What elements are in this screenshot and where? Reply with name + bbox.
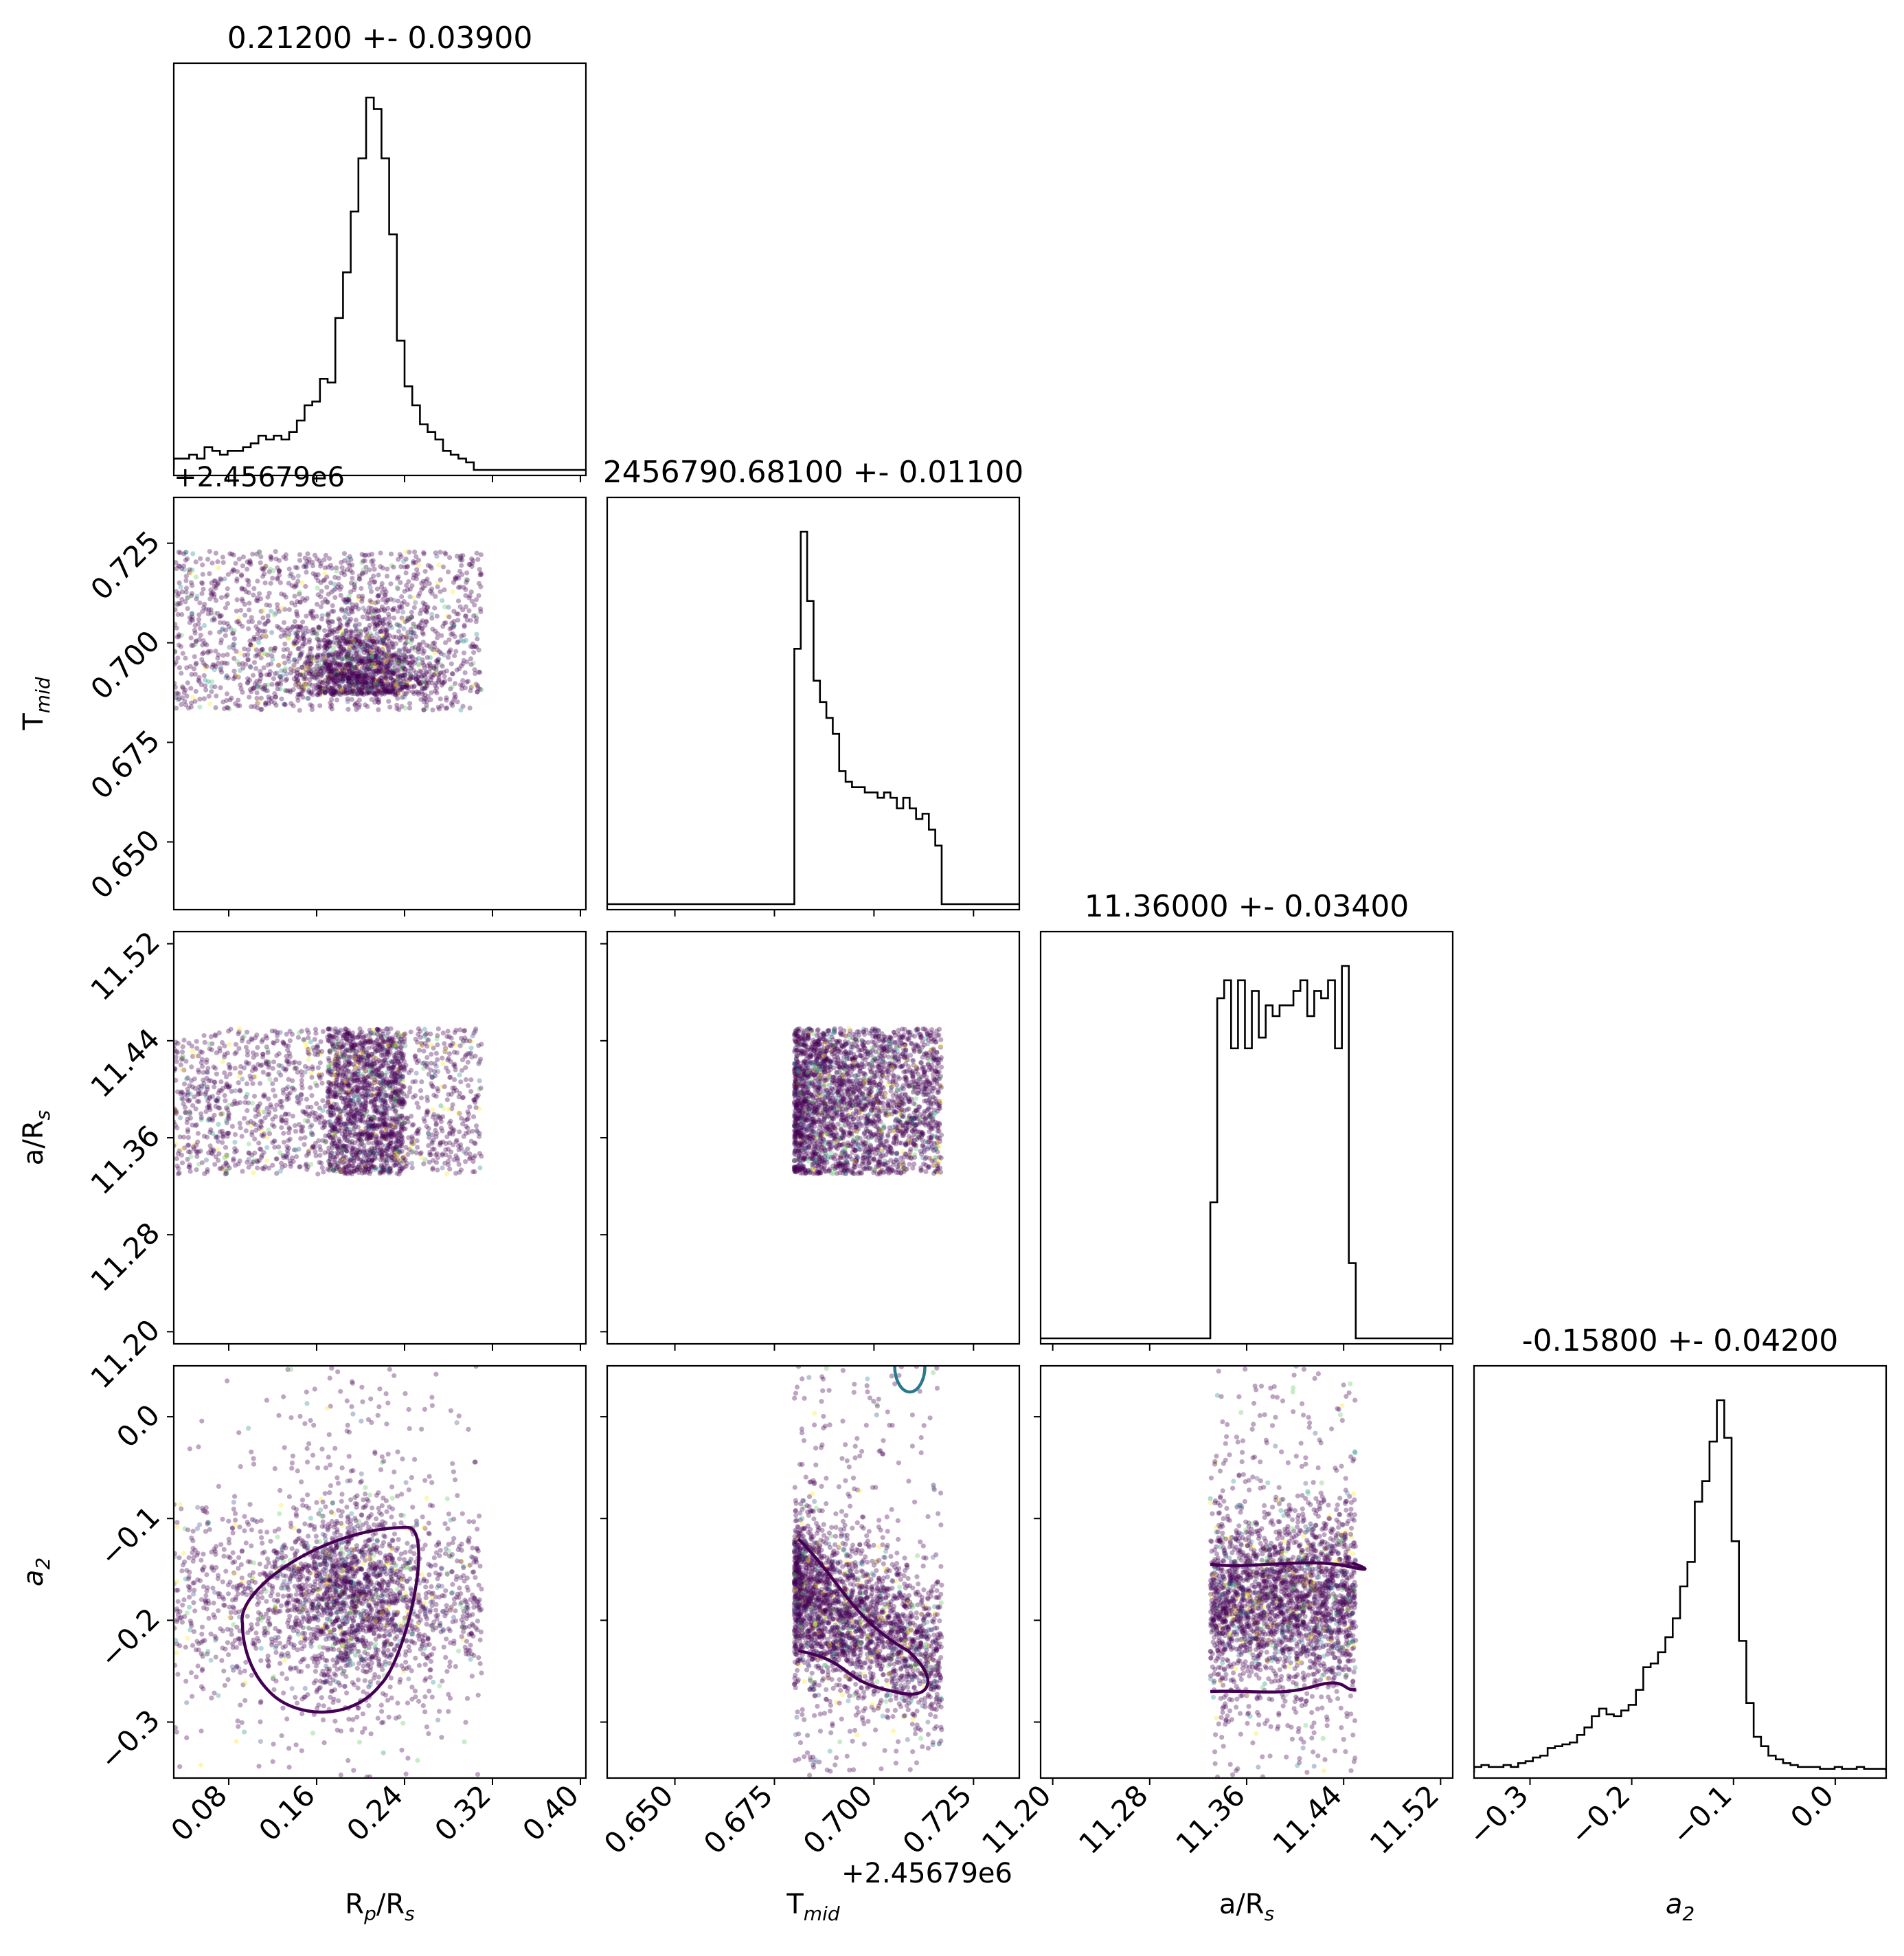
x-tick-label-ars: 11.52 xyxy=(1363,1778,1446,1861)
panel-frame xyxy=(1473,1364,1888,1779)
y-axis-label-ars: a/Rs xyxy=(18,1110,54,1165)
panel-rp-vs-tmid: 0.650 0.675 0.700 0.725 xyxy=(84,496,587,917)
panel-frame xyxy=(172,62,587,477)
x-axis-label-ars: a/Rs xyxy=(1219,1889,1274,1925)
y-offset-label-tmid: +2.45679e6 xyxy=(174,462,345,493)
y-tick-label-tmid: 0.675 xyxy=(84,723,166,806)
x-axis-label-rp: Rp/Rs xyxy=(345,1889,414,1925)
x-tick-label-ars: 11.20 xyxy=(975,1778,1058,1861)
histogram-ars xyxy=(1041,965,1453,1340)
panel-frame xyxy=(1039,930,1454,1345)
x-tick-label-ars: 11.44 xyxy=(1267,1778,1349,1861)
y-tick-label-tmid: 0.700 xyxy=(84,624,166,706)
y-tick-label-a2: 0.0 xyxy=(110,1397,166,1454)
y-tick-label-tmid: 0.650 xyxy=(84,823,166,906)
histogram-title-a2: -0.15800 +- 0.04200 xyxy=(1522,1323,1839,1358)
histogram-title-tmid: 2456790.68100 +- 0.01100 xyxy=(603,455,1024,490)
panel-ars-vs-a2: 11.20 11.28 11.36 11.44 11.52 xyxy=(975,1364,1454,1861)
x-axis-label-tmid: Tmid xyxy=(786,1889,839,1925)
y-tick-label-tmid: 0.725 xyxy=(84,524,166,607)
contour-rp-a2 xyxy=(240,1525,420,1714)
x-tick-label-rp: 0.08 xyxy=(164,1778,234,1847)
x-tick-label-a2: −0.2 xyxy=(1563,1778,1637,1852)
y-tick-label-ars: 11.52 xyxy=(84,925,166,1007)
y-tick-label-ars: 11.44 xyxy=(84,1022,166,1104)
scatter-points-rp-tmid xyxy=(174,549,484,713)
x-tick-label-rp: 0.16 xyxy=(252,1778,321,1847)
panel-a2-vs-a2: -0.15800 +- 0.04200 −0.3 −0.2 −0.1 0.0 xyxy=(1462,1323,1888,1852)
x-tick-label-tmid: 0.700 xyxy=(797,1778,879,1861)
y-tick-label-ars: 11.28 xyxy=(84,1216,166,1299)
y-tick-label-a2: −0.3 xyxy=(93,1703,166,1777)
y-tick-label-ars: 11.20 xyxy=(84,1313,166,1395)
x-tick-label-tmid: 0.725 xyxy=(896,1778,979,1861)
panel-frame xyxy=(606,496,1021,911)
x-tick-label-ars: 11.28 xyxy=(1072,1778,1155,1861)
histogram-title-rp: 0.21200 +- 0.03900 xyxy=(227,21,533,56)
x-offset-label-tmid: +2.45679e6 xyxy=(841,1858,1012,1889)
x-tick-label-tmid: 0.650 xyxy=(598,1778,680,1861)
x-tick-label-a2: 0.0 xyxy=(1784,1778,1840,1834)
contour-ars-a2-lower xyxy=(1210,1681,1357,1694)
panel-tmid-vs-tmid: 2456790.68100 +- 0.01100 xyxy=(603,455,1024,917)
y-tick-label-a2: −0.1 xyxy=(93,1500,166,1573)
scatter-points-rp-a2 xyxy=(174,1366,484,1778)
y-axis-label-tmid: Tmid xyxy=(18,677,54,730)
panel-tmid-vs-ars xyxy=(600,930,1021,1351)
y-tick-label-a2: −0.2 xyxy=(93,1601,166,1675)
x-tick-label-a2: −0.3 xyxy=(1462,1778,1535,1852)
x-tick-label-ars: 11.36 xyxy=(1169,1778,1251,1861)
x-tick-label-a2: −0.1 xyxy=(1665,1778,1738,1852)
scatter-points-rp-ars xyxy=(174,1026,484,1177)
contour-tmid-a2 xyxy=(797,1538,930,1696)
y-axis-label-a2: a2 xyxy=(18,1558,54,1586)
contour-ars-a2-upper xyxy=(1210,1561,1367,1571)
histogram-rp xyxy=(174,96,586,471)
panel-ars-vs-ars: 11.36000 +- 0.03400 xyxy=(1039,889,1454,1351)
panel-rp-vs-a2: 0.08 0.16 0.24 0.32 0.40 −0.3 −0.2 −0.1 0.0 xyxy=(93,1364,587,1847)
x-tick-label-rp: 0.32 xyxy=(428,1778,497,1847)
scatter-points-tmid-a2 xyxy=(791,1366,944,1778)
panel-rp-vs-rp: 0.21200 +- 0.03900 xyxy=(172,21,587,482)
x-tick-label-rp: 0.40 xyxy=(516,1778,585,1847)
histogram-title-ars: 11.36000 +- 0.03400 xyxy=(1085,889,1409,924)
scatter-points-ars-a2 xyxy=(1208,1366,1359,1778)
panel-frame xyxy=(606,1364,1021,1779)
y-tick-label-ars: 11.36 xyxy=(84,1118,166,1201)
panel-frame xyxy=(172,496,587,911)
x-axis-label-a2: a2 xyxy=(1666,1889,1695,1925)
panel-tmid-vs-a2: 0.650 0.675 0.700 0.725 xyxy=(598,1364,1021,1861)
x-tick-label-rp: 0.24 xyxy=(340,1778,409,1847)
panel-rp-vs-ars: 11.20 11.28 11.36 11.44 11.52 xyxy=(84,925,587,1395)
panel-frame xyxy=(172,1364,587,1779)
scatter-points-tmid-ars xyxy=(791,1026,944,1177)
histogram-tmid xyxy=(607,530,1019,906)
x-tick-label-tmid: 0.675 xyxy=(697,1778,780,1861)
histogram-a2 xyxy=(1474,1399,1886,1773)
contour-tmid-a2-secondary xyxy=(893,1366,927,1394)
